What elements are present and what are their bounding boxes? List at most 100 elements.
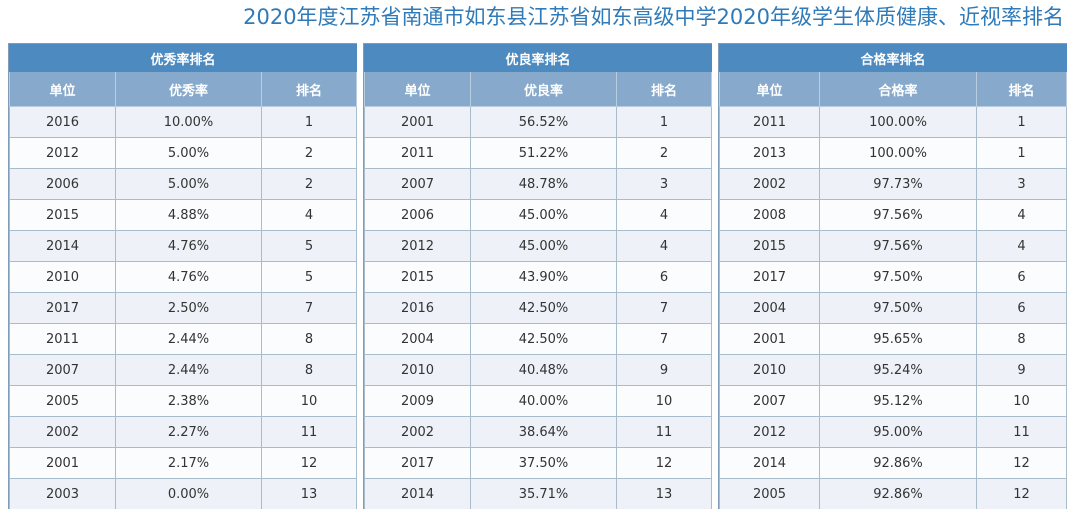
unit-cell: 2014 (719, 447, 820, 479)
rank-cell: 3 (615, 168, 713, 200)
table-header-row: 单位 合格率 排名 (719, 71, 1068, 107)
rate-cell: 10.00% (115, 106, 262, 138)
table-row: 2002 38.64% 11 (364, 416, 713, 448)
rank-cell: 11 (975, 416, 1068, 448)
table-row: 2011 51.22% 2 (364, 137, 713, 169)
rate-cell: 97.50% (819, 292, 977, 324)
unit-cell: 2017 (9, 292, 116, 324)
table-row: 2012 5.00% 2 (9, 137, 358, 169)
rate-cell: 45.00% (470, 230, 617, 262)
table-row: 2001 95.65% 8 (719, 323, 1068, 355)
unit-cell: 2015 (719, 230, 820, 262)
unit-cell: 2006 (9, 168, 116, 200)
unit-cell: 2004 (364, 323, 471, 355)
unit-cell: 2003 (9, 478, 116, 509)
rank-cell: 10 (615, 385, 713, 417)
unit-cell: 2009 (364, 385, 471, 417)
table-row: 2010 40.48% 9 (364, 354, 713, 386)
unit-cell: 2001 (9, 447, 116, 479)
table-header-row: 单位 优良率 排名 (364, 71, 713, 107)
table-row: 2016 10.00% 1 (9, 106, 358, 138)
unit-cell: 2017 (364, 447, 471, 479)
table-row: 2007 2.44% 8 (9, 354, 358, 386)
column-header: 优秀率 (115, 71, 262, 107)
table-row: 2015 97.56% 4 (719, 230, 1068, 262)
rank-cell: 12 (615, 447, 713, 479)
unit-cell: 2015 (364, 261, 471, 293)
unit-cell: 2010 (364, 354, 471, 386)
table-row: 2014 92.86% 12 (719, 447, 1068, 479)
rank-cell: 1 (975, 106, 1068, 138)
table-row: 2008 97.56% 4 (719, 199, 1068, 231)
ranking-table: 优良率排名 单位 优良率 排名 2001 56.52% 1 2011 51.22% 2 2007 48… (363, 44, 713, 509)
unit-cell: 2015 (9, 199, 116, 231)
table-row: 2012 95.00% 11 (719, 416, 1068, 448)
unit-cell: 2014 (9, 230, 116, 262)
rank-cell: 4 (615, 199, 713, 231)
column-header: 合格率 (819, 71, 977, 107)
column-header: 排名 (260, 71, 358, 107)
unit-cell: 2012 (364, 230, 471, 262)
table-row: 2014 4.76% 5 (9, 230, 358, 262)
rank-cell: 2 (260, 168, 358, 200)
rate-cell: 4.76% (115, 230, 262, 262)
rank-cell: 6 (975, 261, 1068, 293)
unit-cell: 2011 (9, 323, 116, 355)
table-row: 2004 97.50% 6 (719, 292, 1068, 324)
table-row: 2005 92.86% 12 (719, 478, 1068, 509)
unit-cell: 2002 (364, 416, 471, 448)
rate-cell: 95.00% (819, 416, 977, 448)
unit-cell: 2017 (719, 261, 820, 293)
unit-cell: 2005 (719, 478, 820, 509)
rank-cell: 4 (615, 230, 713, 262)
column-header: 排名 (615, 71, 713, 107)
unit-cell: 2016 (364, 292, 471, 324)
rank-cell: 5 (260, 230, 358, 262)
unit-cell: 2012 (719, 416, 820, 448)
rate-cell: 100.00% (819, 137, 977, 169)
unit-cell: 2001 (719, 323, 820, 355)
rate-cell: 35.71% (470, 478, 617, 509)
unit-cell: 2014 (364, 478, 471, 509)
unit-cell: 2011 (364, 137, 471, 169)
rate-cell: 2.27% (115, 416, 262, 448)
rank-cell: 12 (975, 478, 1068, 509)
rate-cell: 0.00% (115, 478, 262, 509)
rate-cell: 97.73% (819, 168, 977, 200)
rate-cell: 4.88% (115, 199, 262, 231)
unit-cell: 2010 (9, 261, 116, 293)
rank-cell: 8 (260, 323, 358, 355)
unit-cell: 2011 (719, 106, 820, 138)
rank-cell: 13 (260, 478, 358, 509)
rank-cell: 3 (975, 168, 1068, 200)
table-row: 2006 5.00% 2 (9, 168, 358, 200)
table-row: 2011 2.44% 8 (9, 323, 358, 355)
table-row: 2015 4.88% 4 (9, 199, 358, 231)
table-row: 2006 45.00% 4 (364, 199, 713, 231)
rate-cell: 51.22% (470, 137, 617, 169)
rank-cell: 7 (615, 323, 713, 355)
rate-cell: 5.00% (115, 137, 262, 169)
rank-cell: 9 (615, 354, 713, 386)
rank-cell: 12 (260, 447, 358, 479)
table-row: 2001 56.52% 1 (364, 106, 713, 138)
rate-cell: 56.52% (470, 106, 617, 138)
rank-cell: 11 (260, 416, 358, 448)
rank-cell: 8 (975, 323, 1068, 355)
column-header: 优良率 (470, 71, 617, 107)
ranking-table: 优秀率排名 单位 优秀率 排名 2016 10.00% 1 2012 5.00% 2 2006 5.0… (8, 44, 358, 509)
rank-cell: 11 (615, 416, 713, 448)
rank-cell: 9 (975, 354, 1068, 386)
column-header: 排名 (975, 71, 1068, 107)
rate-cell: 48.78% (470, 168, 617, 200)
table-row: 2017 2.50% 7 (9, 292, 358, 324)
rate-cell: 2.17% (115, 447, 262, 479)
rank-cell: 4 (975, 199, 1068, 231)
table-row: 2002 97.73% 3 (719, 168, 1068, 200)
unit-cell: 2007 (364, 168, 471, 200)
ranking-table: 合格率排名 单位 合格率 排名 2011 100.00% 1 2013 100.00% 1 2002… (718, 44, 1068, 509)
column-header: 单位 (719, 71, 820, 107)
table-row: 2011 100.00% 1 (719, 106, 1068, 138)
rate-cell: 2.44% (115, 323, 262, 355)
rate-cell: 97.50% (819, 261, 977, 293)
